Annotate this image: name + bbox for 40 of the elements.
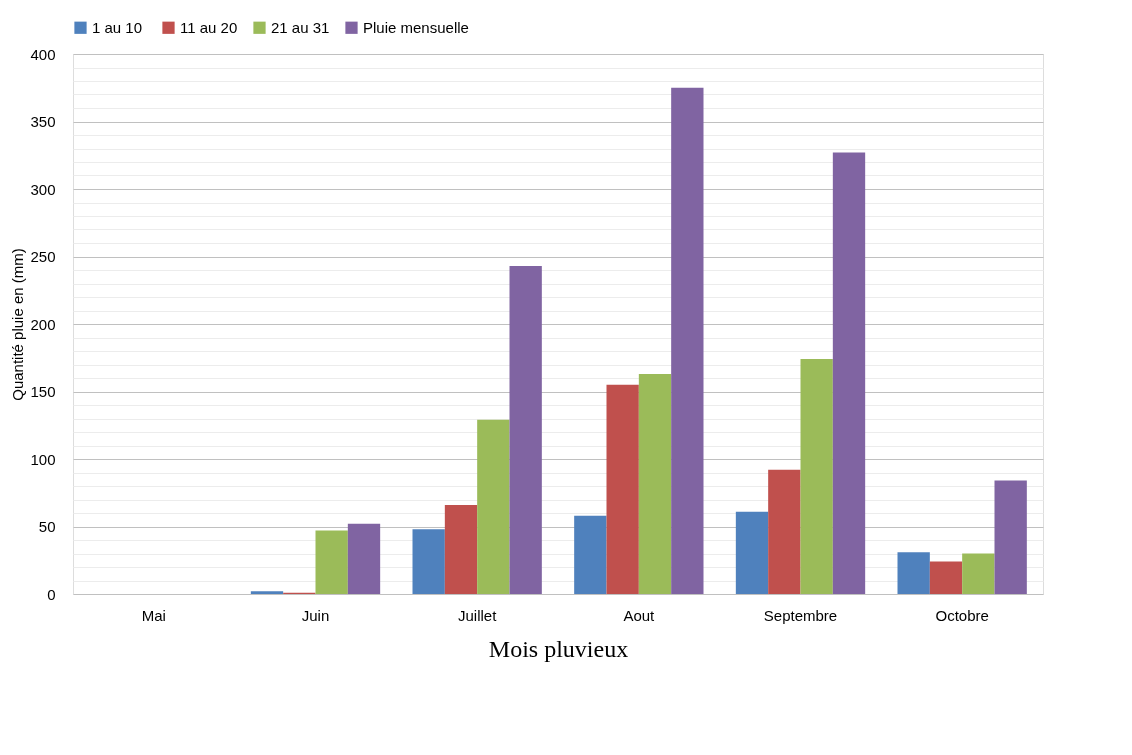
y-tick-label: 0 — [47, 585, 56, 603]
bar — [800, 359, 833, 594]
bar — [994, 480, 1027, 594]
bar — [412, 529, 445, 594]
y-tick-label: 50 — [38, 518, 56, 535]
bar — [250, 591, 284, 594]
y-tick-label: 300 — [30, 180, 56, 198]
bar — [315, 530, 348, 594]
bar — [509, 265, 542, 594]
bar — [768, 469, 801, 594]
y-tick-label: 200 — [30, 315, 56, 333]
x-tick-label: Aout — [623, 606, 656, 624]
y-tick-label: 150 — [30, 383, 56, 400]
bar — [638, 373, 672, 594]
bar — [671, 87, 704, 594]
legend-label: 11 au 20 — [180, 18, 238, 36]
bar — [606, 384, 639, 594]
bar — [347, 523, 381, 594]
bar — [477, 419, 510, 594]
bar — [962, 553, 995, 594]
bar — [735, 511, 769, 594]
y-tick-label: 400 — [30, 45, 56, 63]
x-tick-label: Juin — [301, 606, 330, 624]
x-tick-label: Septembre — [763, 606, 838, 624]
legend-label: 21 au 31 — [271, 18, 330, 36]
y-tick-label: 250 — [30, 248, 56, 265]
legend-label: 1 au 10 — [92, 18, 143, 36]
x-tick-label: Octobre — [935, 606, 989, 624]
bar — [929, 561, 963, 594]
y-tick-label: 100 — [30, 450, 56, 468]
bar — [444, 504, 478, 594]
bar — [897, 552, 930, 594]
bar — [574, 515, 607, 594]
bar — [832, 152, 866, 594]
x-tick-label: Mai — [141, 606, 166, 624]
x-axis-title: Mois pluvieux — [488, 635, 629, 662]
y-tick-label: 350 — [30, 113, 56, 130]
y-axis-title: Quantité pluie en (mm) — [9, 248, 27, 401]
x-tick-label: Juillet — [457, 606, 498, 624]
legend-label: Pluie mensuelle — [363, 18, 469, 36]
